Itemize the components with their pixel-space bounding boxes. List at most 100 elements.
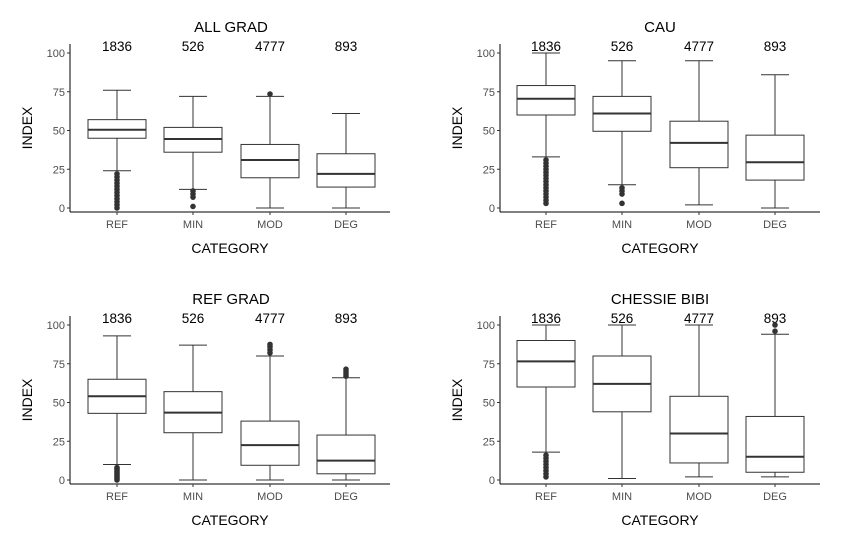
- count-label: 526: [182, 39, 205, 54]
- iqr-box: [669, 120, 729, 169]
- panel-ref-grad: REF GRAD 0 25 50 75 100 INDEX CATEGORY REF 1836 MI…: [19, 291, 390, 528]
- panel-title: CAU: [644, 19, 676, 36]
- y-tick-label: 50: [483, 398, 495, 410]
- box-min: [592, 324, 652, 479]
- outlier-point: [267, 341, 273, 348]
- outlier-point: [772, 322, 778, 328]
- x-tick-label: REF: [535, 219, 557, 231]
- box-mod: [240, 91, 300, 209]
- iqr-box: [516, 340, 576, 388]
- outlier-point: [543, 452, 549, 459]
- y-axis-label: INDEX: [449, 106, 465, 149]
- panel-title: REF GRAD: [192, 291, 270, 308]
- outlier-point: [619, 185, 625, 191]
- y-tick-label: 25: [483, 436, 495, 448]
- y-tick-label: 75: [483, 359, 495, 371]
- iqr-box: [316, 434, 376, 475]
- y-tick-label: 50: [483, 126, 495, 138]
- y-tick-label: 0: [59, 475, 65, 487]
- outlier-point: [772, 328, 778, 335]
- outlier-point: [343, 366, 349, 372]
- y-tick-label: 75: [483, 87, 495, 99]
- count-label: 526: [611, 311, 634, 326]
- iqr-box: [240, 420, 300, 466]
- count-label: 1836: [531, 39, 561, 54]
- count-label: 893: [335, 39, 358, 54]
- x-tick-label: DEG: [334, 219, 358, 231]
- x-tick-label: MOD: [686, 491, 712, 503]
- count-label: 4777: [684, 311, 714, 326]
- x-tick-label: MOD: [257, 491, 283, 503]
- x-tick-label: DEG: [763, 219, 787, 231]
- box-deg: [745, 322, 805, 478]
- x-tick-label: MIN: [612, 491, 632, 503]
- iqr-box: [316, 153, 376, 188]
- x-tick-label: MOD: [686, 219, 712, 231]
- y-tick-label: 25: [53, 164, 65, 176]
- x-axis-label: CATEGORY: [621, 512, 699, 528]
- box-deg: [745, 74, 805, 209]
- y-tick-label: 50: [53, 398, 65, 410]
- count-label: 893: [764, 311, 787, 326]
- box-ref: [87, 335, 147, 483]
- iqr-box: [240, 143, 300, 179]
- iqr-box: [745, 415, 805, 473]
- y-tick-label: 50: [53, 126, 65, 138]
- y-axis-label: INDEX: [19, 106, 35, 149]
- x-tick-label: MIN: [612, 219, 632, 231]
- count-label: 4777: [255, 311, 285, 326]
- x-tick-label: MIN: [183, 219, 203, 231]
- count-label: 4777: [255, 39, 285, 54]
- count-label: 1836: [102, 311, 132, 326]
- y-tick-label: 100: [47, 48, 65, 60]
- panel-cau: CAU 0 25 50 75 100 INDEX CATEGORY REF 1836 MIN 526 M…: [449, 19, 820, 256]
- x-axis-label: CATEGORY: [191, 512, 269, 528]
- count-label: 526: [611, 39, 634, 54]
- x-tick-label: MOD: [257, 219, 283, 231]
- count-label: 526: [182, 311, 205, 326]
- count-label: 4777: [684, 39, 714, 54]
- box-min: [163, 344, 223, 481]
- y-axis-label: INDEX: [19, 378, 35, 421]
- outlier-point: [114, 171, 120, 177]
- y-tick-label: 75: [53, 359, 65, 371]
- x-axis-label: CATEGORY: [621, 240, 699, 256]
- box-min: [592, 60, 652, 207]
- y-tick-label: 25: [483, 164, 495, 176]
- iqr-box: [669, 395, 729, 464]
- x-tick-label: REF: [106, 491, 128, 503]
- x-tick-label: MIN: [183, 491, 203, 503]
- y-tick-label: 25: [53, 436, 65, 448]
- y-tick-label: 100: [477, 48, 495, 60]
- count-label: 893: [764, 39, 787, 54]
- y-tick-label: 100: [477, 320, 495, 332]
- outlier-point: [190, 188, 196, 194]
- y-tick-label: 0: [489, 475, 495, 487]
- outlier-point: [267, 91, 273, 97]
- box-min: [163, 95, 223, 210]
- panel-all-grad: ALL GRAD 0 25 50 75 100 INDEX CATEGORY REF 1836 MI…: [19, 19, 390, 256]
- y-tick-label: 100: [47, 320, 65, 332]
- count-label: 893: [335, 311, 358, 326]
- outlier-point: [543, 157, 549, 163]
- box-ref: [516, 52, 576, 207]
- y-tick-label: 0: [59, 203, 65, 215]
- panel-title: ALL GRAD: [194, 19, 268, 36]
- y-tick-label: 75: [53, 87, 65, 99]
- iqr-box: [516, 85, 576, 116]
- box-mod: [669, 324, 729, 478]
- box-deg: [316, 112, 376, 209]
- outlier-point: [619, 200, 625, 207]
- outlier-point: [190, 203, 196, 210]
- outlier-point: [114, 464, 120, 471]
- box-mod: [669, 60, 729, 206]
- x-tick-label: REF: [535, 491, 557, 503]
- box-ref: [516, 324, 576, 480]
- y-tick-label: 0: [489, 203, 495, 215]
- box-deg: [316, 366, 376, 481]
- x-tick-label: REF: [106, 219, 128, 231]
- panel-chessie-bibi: CHESSIE BIBI 0 25 50 75 100 INDEX CATEGORY REF 18…: [449, 291, 820, 528]
- box-mod: [240, 341, 300, 481]
- count-label: 1836: [531, 311, 561, 326]
